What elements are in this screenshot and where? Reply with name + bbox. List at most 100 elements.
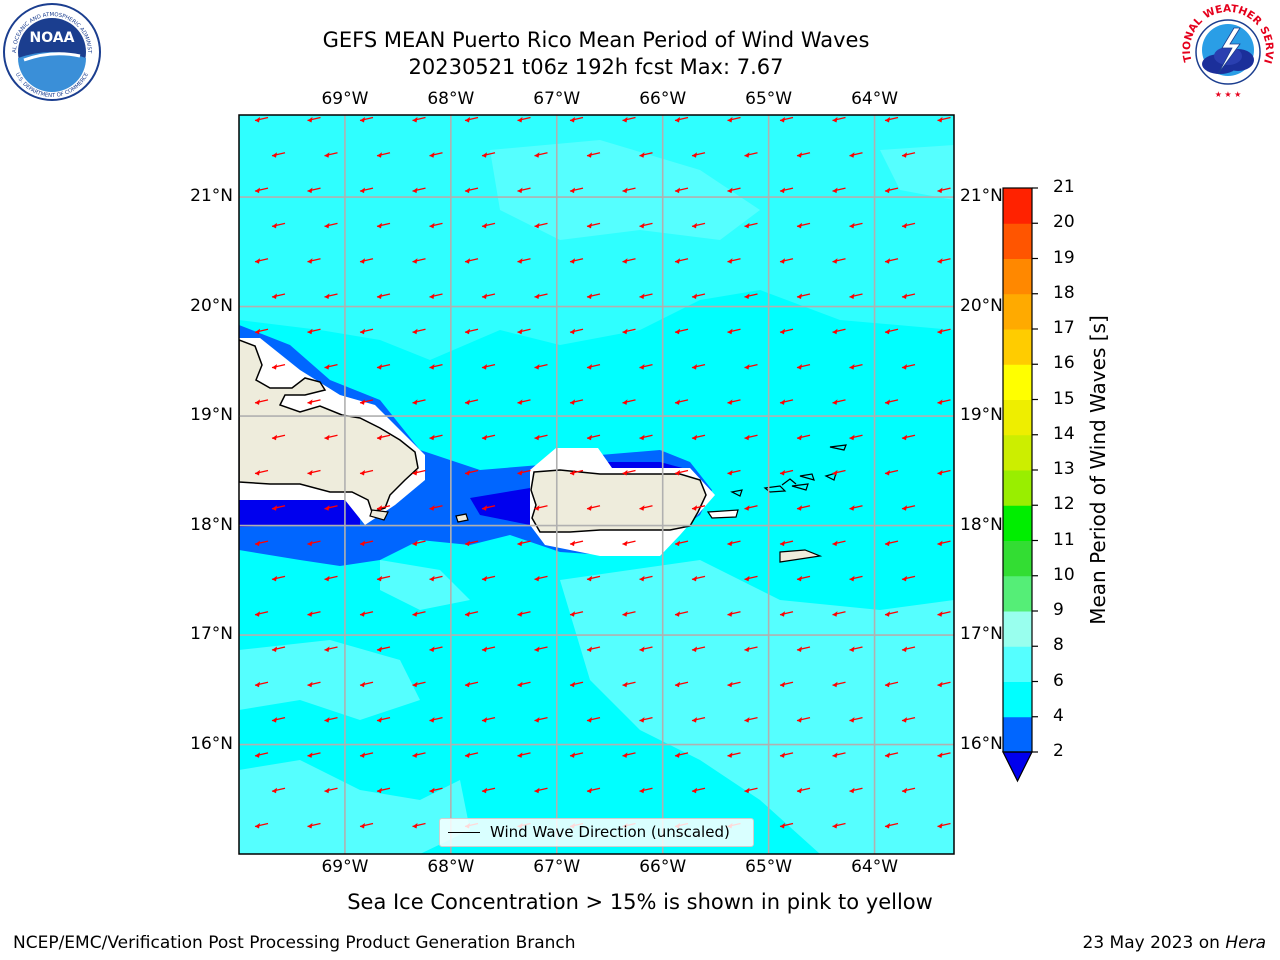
longitude-label-top: 68°W bbox=[427, 89, 475, 109]
graticule bbox=[239, 115, 954, 854]
wave-direction-arrow bbox=[412, 752, 426, 758]
wave-direction-arrow bbox=[779, 187, 794, 194]
latitude-label-right: 21°N bbox=[960, 186, 1003, 207]
wave-direction-arrow bbox=[359, 328, 374, 335]
wave-direction-arrow bbox=[884, 469, 899, 476]
latitude-label-left: 16°N bbox=[190, 733, 233, 754]
wave-direction-arrow bbox=[832, 116, 846, 123]
wave-direction-arrow bbox=[569, 681, 584, 688]
wave-direction-arrow bbox=[481, 646, 496, 652]
colorbar-tick-label: 14 bbox=[1053, 423, 1075, 444]
wave-direction-arrow bbox=[937, 752, 951, 758]
wave-direction-arrow bbox=[849, 293, 863, 299]
colorbar-cell bbox=[1003, 646, 1032, 682]
wave-direction-arrow bbox=[639, 363, 653, 370]
wave-direction-arrow bbox=[884, 399, 899, 405]
wave-direction-arrow bbox=[884, 258, 899, 264]
wave-direction-arrow bbox=[517, 399, 531, 405]
wave-direction-arrow bbox=[779, 116, 794, 123]
wave-direction-arrow bbox=[534, 152, 548, 158]
wave-direction-arrow bbox=[796, 505, 811, 511]
wave-direction-arrow bbox=[429, 505, 443, 511]
wave-direction-arrow bbox=[254, 469, 269, 476]
colorbar-tick-label: 8 bbox=[1053, 635, 1064, 656]
wave-direction-arrow bbox=[376, 787, 391, 794]
wave-direction-arrow bbox=[324, 646, 338, 652]
colorbar-tick-label: 12 bbox=[1053, 494, 1075, 515]
wave-direction-arrow bbox=[324, 787, 338, 794]
wave-direction-arrow bbox=[464, 187, 479, 194]
colorbar-tick-label: 4 bbox=[1053, 705, 1064, 726]
longitude-label-bottom: 66°W bbox=[639, 857, 687, 877]
wave-direction-arrow bbox=[586, 152, 601, 158]
wave-direction-arrow bbox=[796, 152, 811, 158]
wave-direction-arrow bbox=[307, 822, 321, 829]
wave-direction-arrow bbox=[586, 505, 601, 511]
wave-direction-arrow bbox=[937, 399, 951, 405]
wave-direction-arrow bbox=[674, 187, 689, 194]
latitude-label-left: 21°N bbox=[190, 186, 233, 207]
wave-direction-arrow bbox=[779, 469, 794, 476]
wave-direction-arrow bbox=[691, 152, 706, 158]
colorbar-tick-label: 13 bbox=[1053, 459, 1075, 479]
wave-direction-arrow bbox=[534, 716, 548, 723]
wave-direction-arrow bbox=[412, 822, 426, 829]
wave-direction-arrow bbox=[412, 328, 426, 335]
wave-direction-arrow bbox=[359, 258, 374, 264]
wave-direction-arrow bbox=[727, 752, 741, 758]
legend-label: Wind Wave Direction (unscaled) bbox=[490, 823, 730, 841]
footer-date: 23 May 2023 on Hera bbox=[1083, 933, 1267, 953]
wave-direction-arrow bbox=[464, 258, 479, 264]
wave-direction-arrow bbox=[534, 293, 548, 299]
wave-direction-arrow bbox=[481, 222, 496, 229]
wave-direction-arrow bbox=[796, 293, 811, 299]
wave-direction-arrow bbox=[622, 258, 636, 264]
wave-direction-arrow bbox=[586, 787, 601, 794]
wave-direction-arrow bbox=[779, 822, 794, 829]
wave-direction-arrow bbox=[324, 434, 338, 441]
wave-direction-arrow bbox=[569, 258, 584, 264]
wave-direction-arrow bbox=[796, 363, 811, 370]
wave-direction-arrow bbox=[412, 116, 426, 123]
wave-direction-arrow bbox=[639, 505, 653, 511]
colorbar-cell bbox=[1003, 293, 1032, 330]
wave-direction-arrow bbox=[901, 787, 916, 794]
wave-direction-arrow bbox=[359, 187, 374, 194]
wave-direction-arrow bbox=[727, 681, 741, 688]
wave-direction-arrow bbox=[884, 540, 899, 547]
wave-direction-arrow bbox=[832, 328, 846, 335]
wave-direction-arrow bbox=[412, 681, 426, 688]
wave-direction-arrow bbox=[517, 469, 531, 476]
longitude-label-top: 65°W bbox=[745, 89, 793, 109]
wave-direction-arrow bbox=[324, 152, 338, 158]
wave-direction-arrow bbox=[481, 575, 496, 582]
wave-direction-arrow bbox=[307, 328, 321, 335]
wave-direction-arrow bbox=[271, 646, 286, 652]
colorbar-cell bbox=[1003, 258, 1032, 295]
colorbar-cell bbox=[1003, 329, 1032, 365]
latitude-label-left: 20°N bbox=[190, 295, 233, 316]
wave-direction-arrow bbox=[832, 258, 846, 264]
wave-direction-arrow bbox=[744, 434, 758, 441]
wave-direction-arrow bbox=[464, 328, 479, 335]
wave-direction-arrow bbox=[271, 716, 286, 723]
wave-direction-arrow bbox=[674, 540, 689, 547]
wave-direction-arrow bbox=[586, 434, 601, 441]
wave-direction-arrow bbox=[937, 611, 951, 617]
wave-direction-arrow bbox=[849, 152, 863, 158]
wave-direction-arrow bbox=[254, 540, 269, 547]
wave-direction-arrow bbox=[937, 116, 951, 123]
colorbar-cell bbox=[1003, 540, 1032, 577]
wave-direction-arrow bbox=[569, 611, 584, 617]
wave-direction-arrow bbox=[796, 222, 811, 229]
colorbar-tick-label: 15 bbox=[1053, 388, 1075, 409]
wave-direction-arrow bbox=[884, 822, 899, 829]
wave-direction-arrow bbox=[937, 681, 951, 688]
wave-direction-arrow bbox=[937, 258, 951, 264]
footer-branch: NCEP/EMC/Verification Post Processing Pr… bbox=[13, 933, 576, 953]
wave-direction-arrow bbox=[429, 716, 443, 723]
wave-direction-arrow bbox=[674, 681, 689, 688]
wave-direction-arrow bbox=[429, 293, 443, 299]
wave-direction-arrow bbox=[901, 646, 916, 652]
wave-direction-arrow bbox=[586, 222, 601, 229]
